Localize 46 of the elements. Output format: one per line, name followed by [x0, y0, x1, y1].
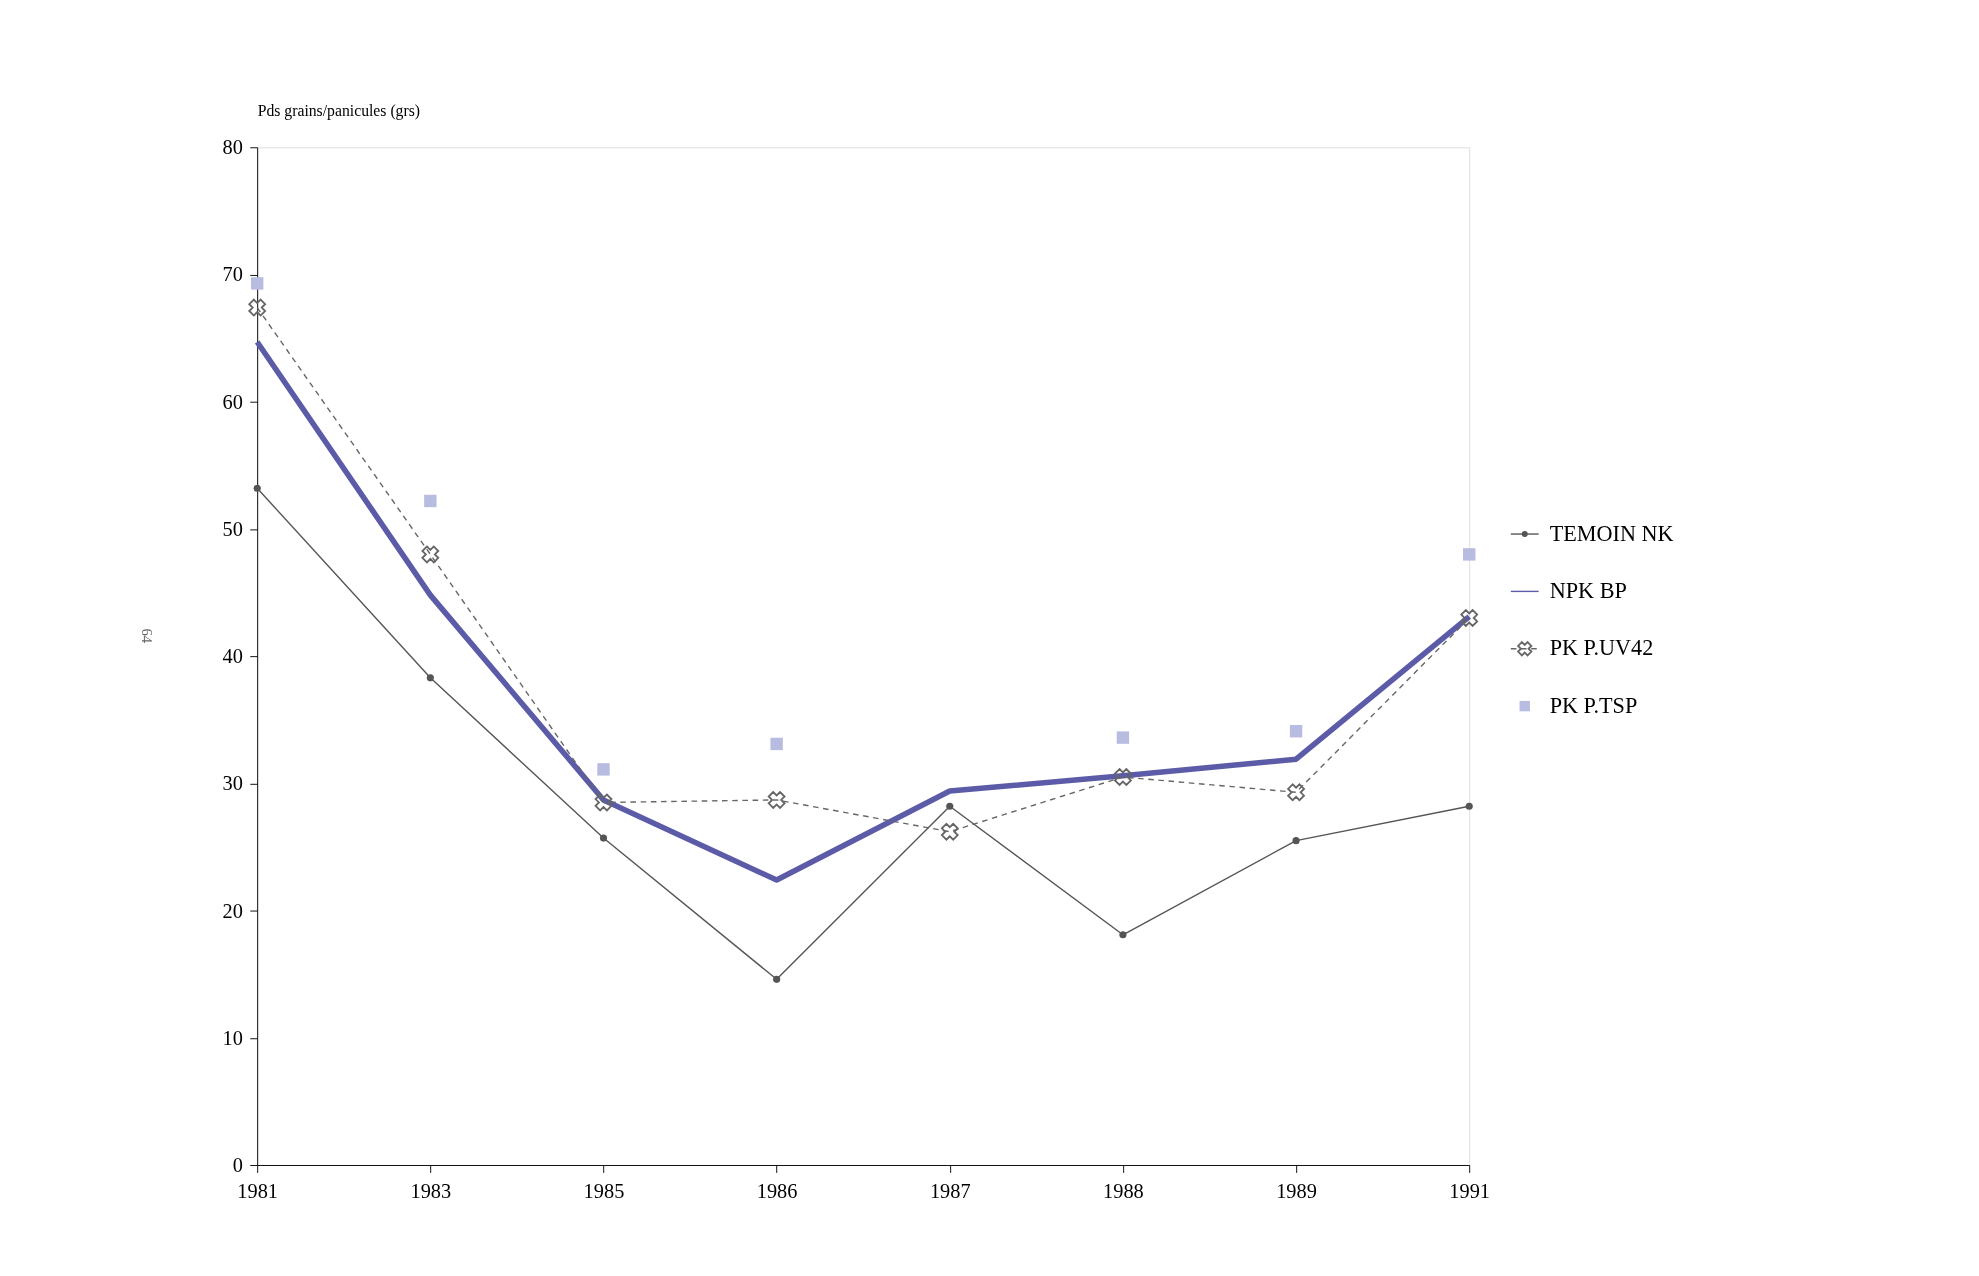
- point: [946, 802, 954, 810]
- point: [1465, 802, 1473, 810]
- y-tick-label: 50: [222, 517, 243, 540]
- x-tick-label: 1985: [583, 1179, 625, 1202]
- point: [253, 484, 261, 492]
- y-tick-label: 20: [222, 899, 243, 922]
- x-tick-label: 1983: [410, 1179, 452, 1202]
- point: [1292, 837, 1300, 845]
- y-tick-label: 0: [232, 1153, 243, 1176]
- x-tick-label: 1988: [1103, 1179, 1144, 1202]
- point: [1119, 931, 1127, 939]
- point: [594, 793, 613, 812]
- point: [940, 822, 959, 841]
- y-tick-label: 80: [222, 136, 243, 159]
- text: 64: [138, 628, 155, 644]
- point: [426, 674, 434, 682]
- y-axis-title: Pds grains/panicules (grs): [257, 102, 421, 121]
- point: [767, 791, 786, 809]
- legend-label: PK P.TSP: [1549, 692, 1638, 718]
- point: [251, 277, 264, 290]
- point: [1287, 783, 1305, 802]
- point: [1463, 548, 1476, 561]
- point: [421, 545, 440, 564]
- point: [248, 298, 267, 317]
- point: [1460, 609, 1479, 627]
- x-tick-label: 1981: [237, 1179, 279, 1202]
- point: [770, 737, 783, 751]
- x-tick-label: 1986: [756, 1179, 798, 1202]
- x-tick-label: 1987: [929, 1179, 971, 1202]
- legend-label: PK P.UV42: [1549, 635, 1654, 661]
- point: [597, 763, 610, 776]
- legend-label: TEMOIN NK: [1549, 520, 1674, 546]
- point: [424, 494, 437, 508]
- point: [773, 975, 781, 983]
- y-tick-label: 70: [222, 263, 243, 286]
- y-tick-label: 40: [222, 645, 243, 668]
- y-tick-label: 30: [222, 772, 243, 795]
- y-tick-label: 10: [222, 1026, 243, 1049]
- x-tick-label: 1991: [1449, 1179, 1491, 1202]
- point: [599, 834, 608, 842]
- point: [1116, 731, 1130, 744]
- x-tick-label: 1989: [1276, 1179, 1317, 1202]
- point: [1289, 725, 1303, 738]
- y-tick-label: 60: [222, 390, 243, 413]
- legend-label: NPK BP: [1549, 577, 1627, 603]
- point: [1114, 768, 1132, 786]
